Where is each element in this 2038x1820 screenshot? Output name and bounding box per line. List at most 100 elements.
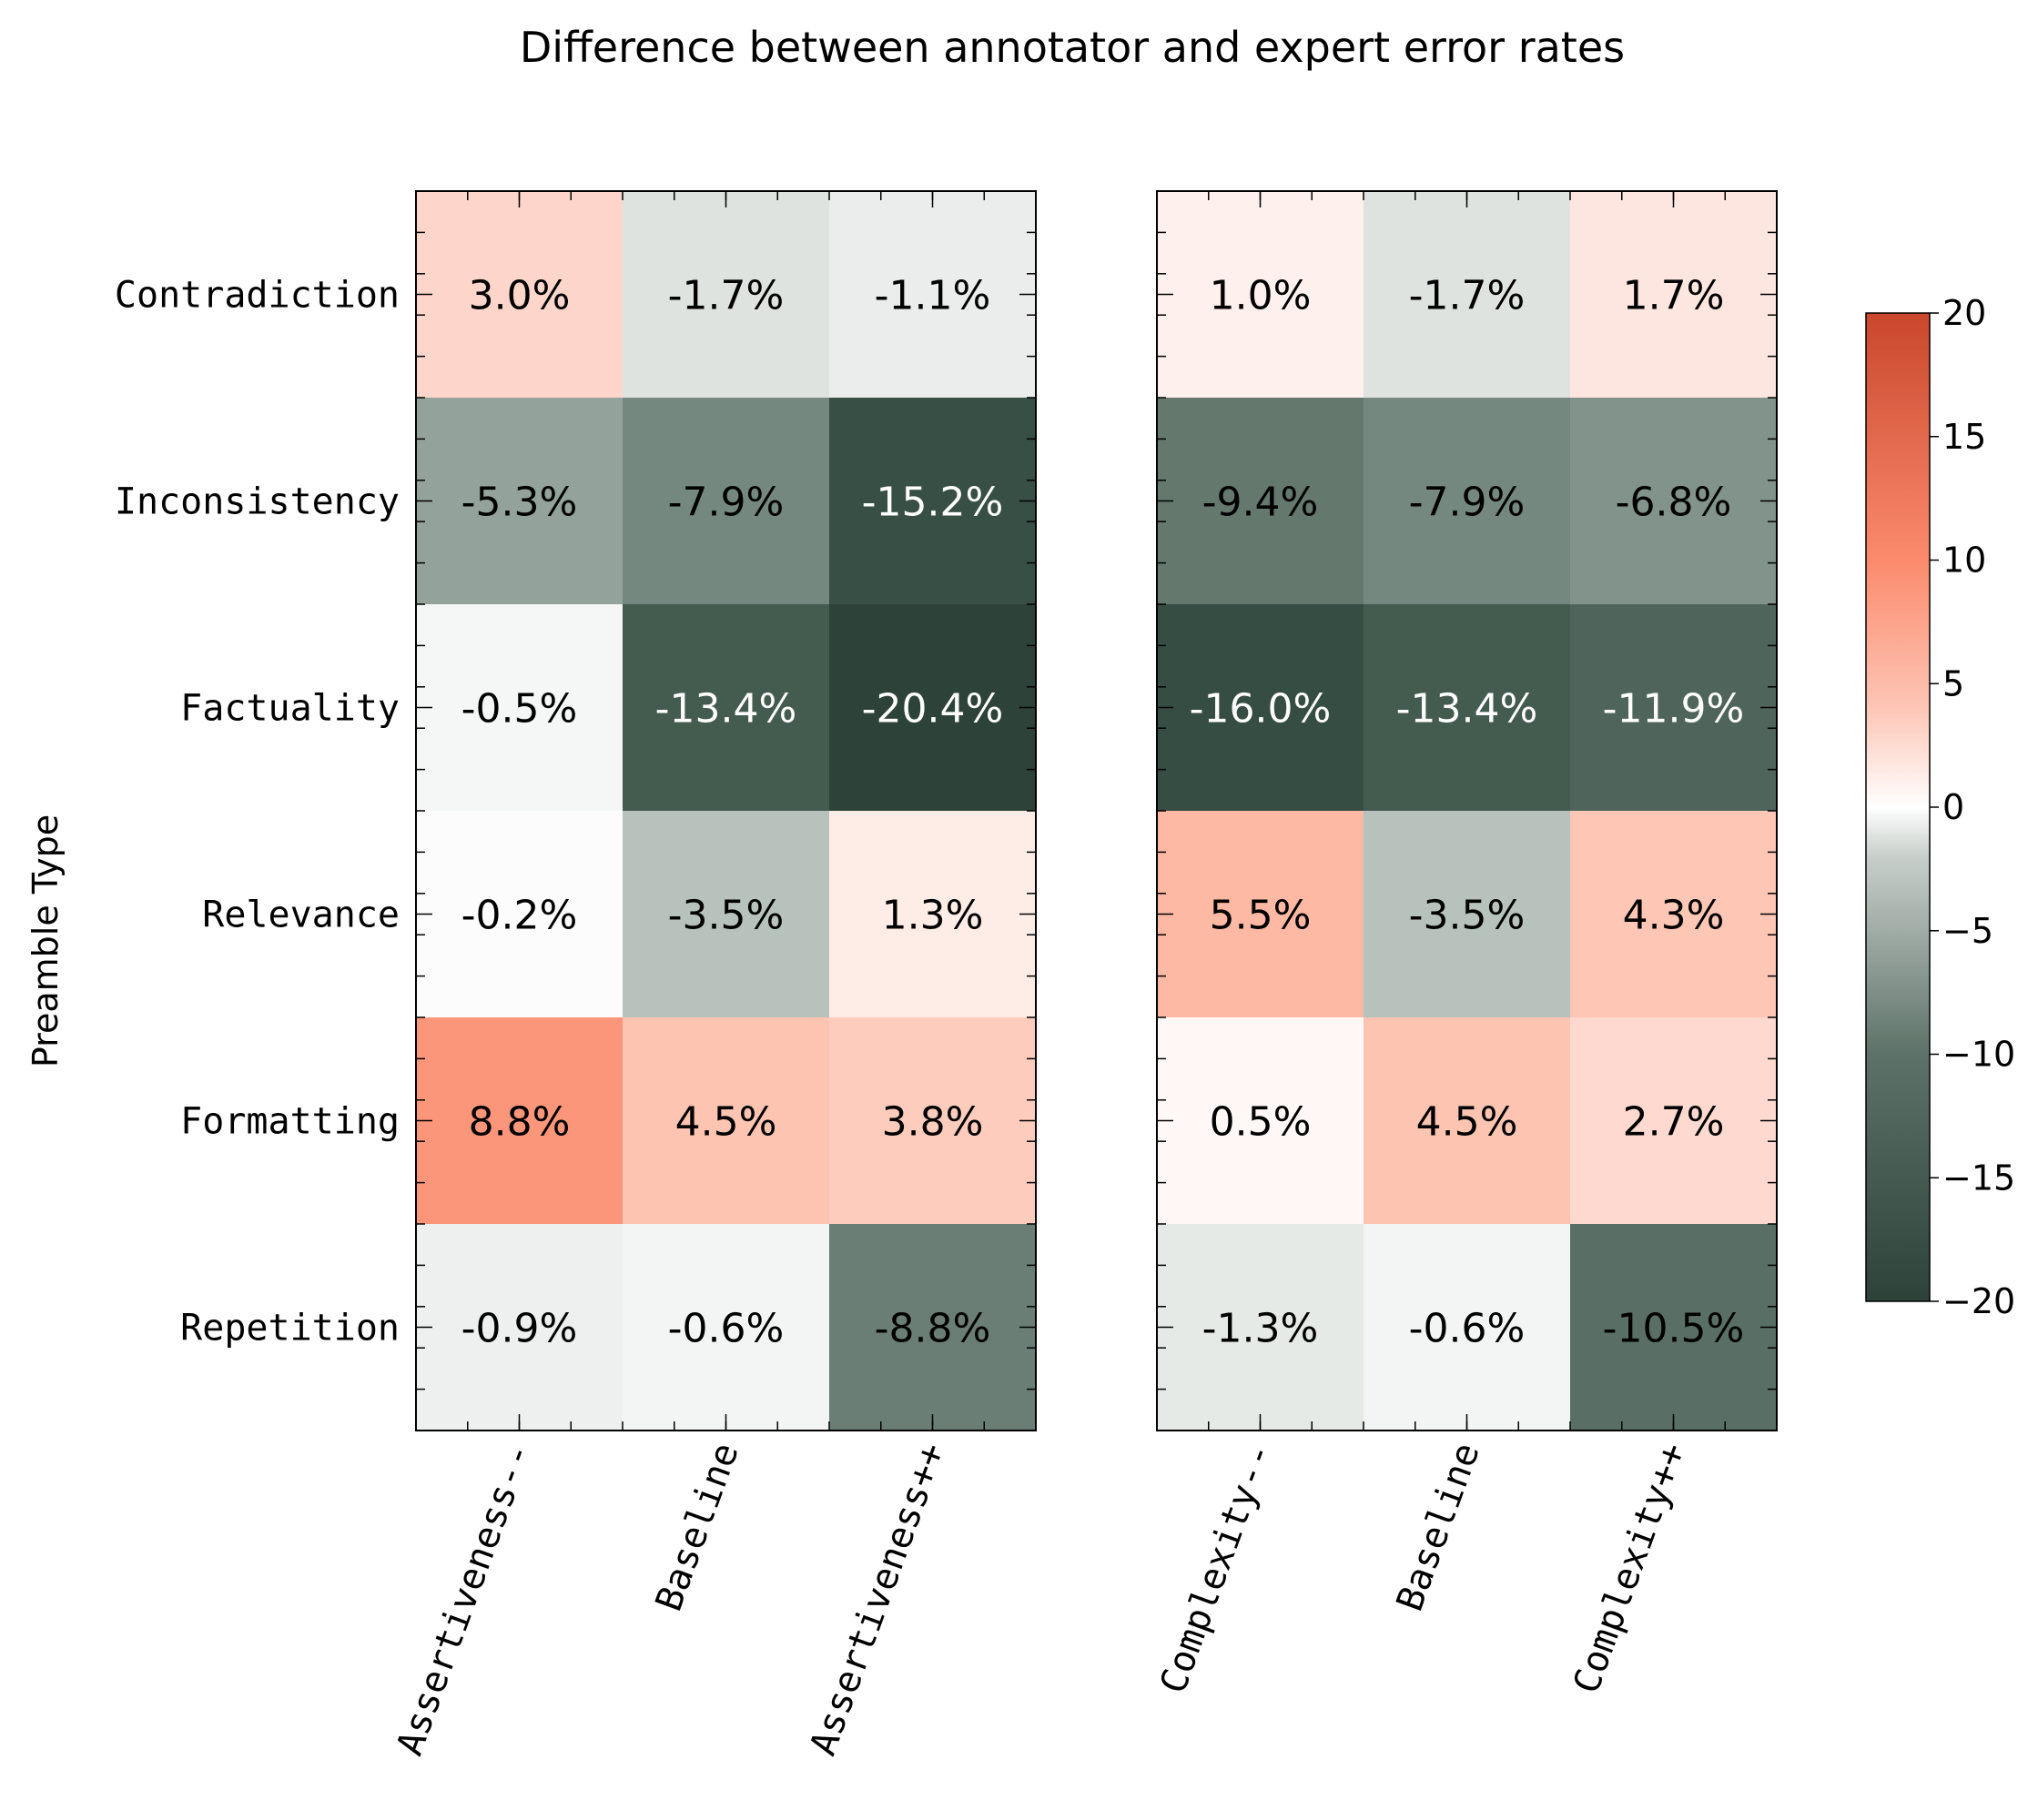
cell-value-label: 3.8%: [882, 1099, 984, 1146]
cell-value-label: -13.4%: [1396, 686, 1538, 733]
column-label: Baseline: [648, 1438, 747, 1617]
column-label: Assertiveness--: [389, 1438, 541, 1761]
heatmap-cell: [1570, 1017, 1777, 1224]
heatmap-cell: [1157, 811, 1364, 1017]
heatmap-cell: [623, 604, 829, 811]
cell-value-label: 8.8%: [469, 1099, 571, 1146]
heatmap-cell: [623, 191, 829, 398]
cell-value-label: -11.9%: [1603, 686, 1745, 733]
cell-value-label: -15.2%: [862, 480, 1004, 526]
column-label: Complexity--: [1152, 1438, 1282, 1699]
cell-value-label: -10.5%: [1603, 1306, 1745, 1352]
cell-value-label: -0.6%: [668, 1306, 785, 1352]
heatmap-cell: [1157, 191, 1364, 398]
colorbar-tick-label: −20: [1942, 1281, 2015, 1321]
cell-value-label: -1.7%: [1409, 273, 1526, 319]
heatmap-panel-1: 3.0% -1.7% -1.1% -5.3% -7.9% -15.2% -0.5% -13.4…: [389, 190, 1037, 1761]
colorbar-ticks: 20 15 10 5 0 −5 −10 −15 −20: [1930, 293, 2015, 1321]
cell-value-label: -7.9%: [1409, 480, 1526, 526]
heatmap-cell: [1570, 604, 1777, 811]
colorbar-tick-label: 10: [1942, 541, 1986, 581]
cell-value-label: -0.6%: [1409, 1306, 1526, 1352]
cell-value-label: -8.8%: [875, 1306, 991, 1352]
cell-value-label: -3.5%: [668, 893, 785, 939]
cell-value-label: -5.3%: [461, 480, 578, 526]
column-label: Baseline: [1389, 1438, 1488, 1617]
column-label: Assertiveness++: [802, 1438, 954, 1761]
heatmap-cell: [1570, 811, 1777, 1017]
heatmap-cell: [1570, 191, 1777, 398]
cell-value-label: -7.9%: [668, 480, 785, 526]
colorbar: 20 15 10 5 0 −5 −10 −15 −20: [1865, 293, 2015, 1321]
heatmap-cell: [416, 1224, 623, 1431]
cell-value-label: 5.5%: [1210, 893, 1312, 939]
cell-value-label: -20.4%: [862, 686, 1004, 733]
row-label: Inconsistency: [115, 481, 400, 523]
cell-value-label: -1.3%: [1202, 1306, 1319, 1352]
colorbar-tick-label: 15: [1942, 417, 1986, 457]
cell-value-label: -1.1%: [875, 273, 991, 319]
heatmap-cell: [829, 811, 1036, 1017]
heatmap-cell: [829, 191, 1036, 398]
heatmap-cell: [416, 191, 623, 398]
cell-value-label: 1.7%: [1623, 273, 1725, 319]
cell-value-label: 3.0%: [469, 273, 571, 319]
heatmap-cell: [1364, 604, 1570, 811]
heatmap-cell: [829, 604, 1036, 811]
row-label: Contradiction: [115, 275, 400, 317]
row-label: Formatting: [180, 1101, 400, 1143]
heatmap-cell: [416, 398, 623, 604]
cell-value-label: 1.3%: [882, 893, 984, 939]
heatmap-cell: [1364, 1017, 1570, 1224]
colorbar-tick-label: −10: [1942, 1035, 2015, 1075]
row-label: Repetition: [180, 1308, 400, 1350]
heatmap-cell: [416, 811, 623, 1017]
row-label: Factuality: [180, 688, 400, 730]
heatmap-cell: [1157, 1224, 1364, 1431]
heatmap-cell: [1364, 398, 1570, 604]
cell-value-label: 1.0%: [1210, 273, 1312, 319]
cell-value-label: 2.7%: [1623, 1099, 1725, 1146]
cell-value-label: -6.8%: [1616, 480, 1732, 526]
cell-value-label: 0.5%: [1210, 1099, 1312, 1146]
cell-value-label: -0.9%: [461, 1306, 578, 1352]
heatmap-cell: [1570, 398, 1777, 604]
heatmap-cell: [623, 1017, 829, 1224]
cell-value-label: -1.7%: [668, 273, 785, 319]
cell-value-label: -9.4%: [1202, 480, 1319, 526]
cell-value-label: 4.3%: [1623, 893, 1725, 939]
heatmap-cell: [623, 811, 829, 1017]
cell-value-label: -0.5%: [461, 686, 578, 733]
heatmap-cell: [1157, 1017, 1364, 1224]
cell-value-label: -0.2%: [461, 893, 578, 939]
panel-ticks: [416, 191, 1036, 1431]
colorbar-tick-label: −15: [1942, 1158, 2015, 1198]
chart-title: Difference between annotator and expert …: [520, 23, 1625, 72]
heatmap-cell: [1364, 811, 1570, 1017]
heatmap-panel-2: 1.0% -1.7% 1.7% -9.4% -7.9% -6.8% -16.0% -13.4%…: [1152, 190, 1778, 1699]
heatmap-cell: [1157, 604, 1364, 811]
cell-value-label: 4.5%: [675, 1099, 777, 1146]
heatmap-cell: [1364, 1224, 1570, 1431]
heatmap-cell: [623, 398, 829, 604]
heatmap-cell: [1157, 398, 1364, 604]
cell-value-label: -13.4%: [655, 686, 797, 733]
row-labels: Contradiction Inconsistency Factuality Rele…: [115, 275, 400, 1350]
row-label: Relevance: [202, 895, 400, 936]
heatmap-panels: 3.0% -1.7% -1.1% -5.3% -7.9% -15.2% -0.5% -13.4…: [389, 190, 1778, 1761]
heatmap-cell: [1364, 191, 1570, 398]
panel-ticks: [1157, 191, 1777, 1431]
colorbar-tick-label: 5: [1942, 663, 1964, 703]
heatmap-cell: [1570, 1224, 1777, 1431]
colorbar-gradient: [1865, 312, 1931, 1302]
heatmap-cell: [829, 398, 1036, 604]
heatmap-cell: [416, 604, 623, 811]
y-axis-label: Preamble Type: [25, 814, 66, 1067]
cell-value-label: -16.0%: [1190, 686, 1332, 733]
column-label: Complexity++: [1566, 1438, 1695, 1699]
colorbar-tick-label: 0: [1942, 787, 1964, 827]
heatmap-cell: [623, 1224, 829, 1431]
heatmap-cell: [829, 1017, 1036, 1224]
colorbar-tick-label: 20: [1942, 293, 1986, 333]
